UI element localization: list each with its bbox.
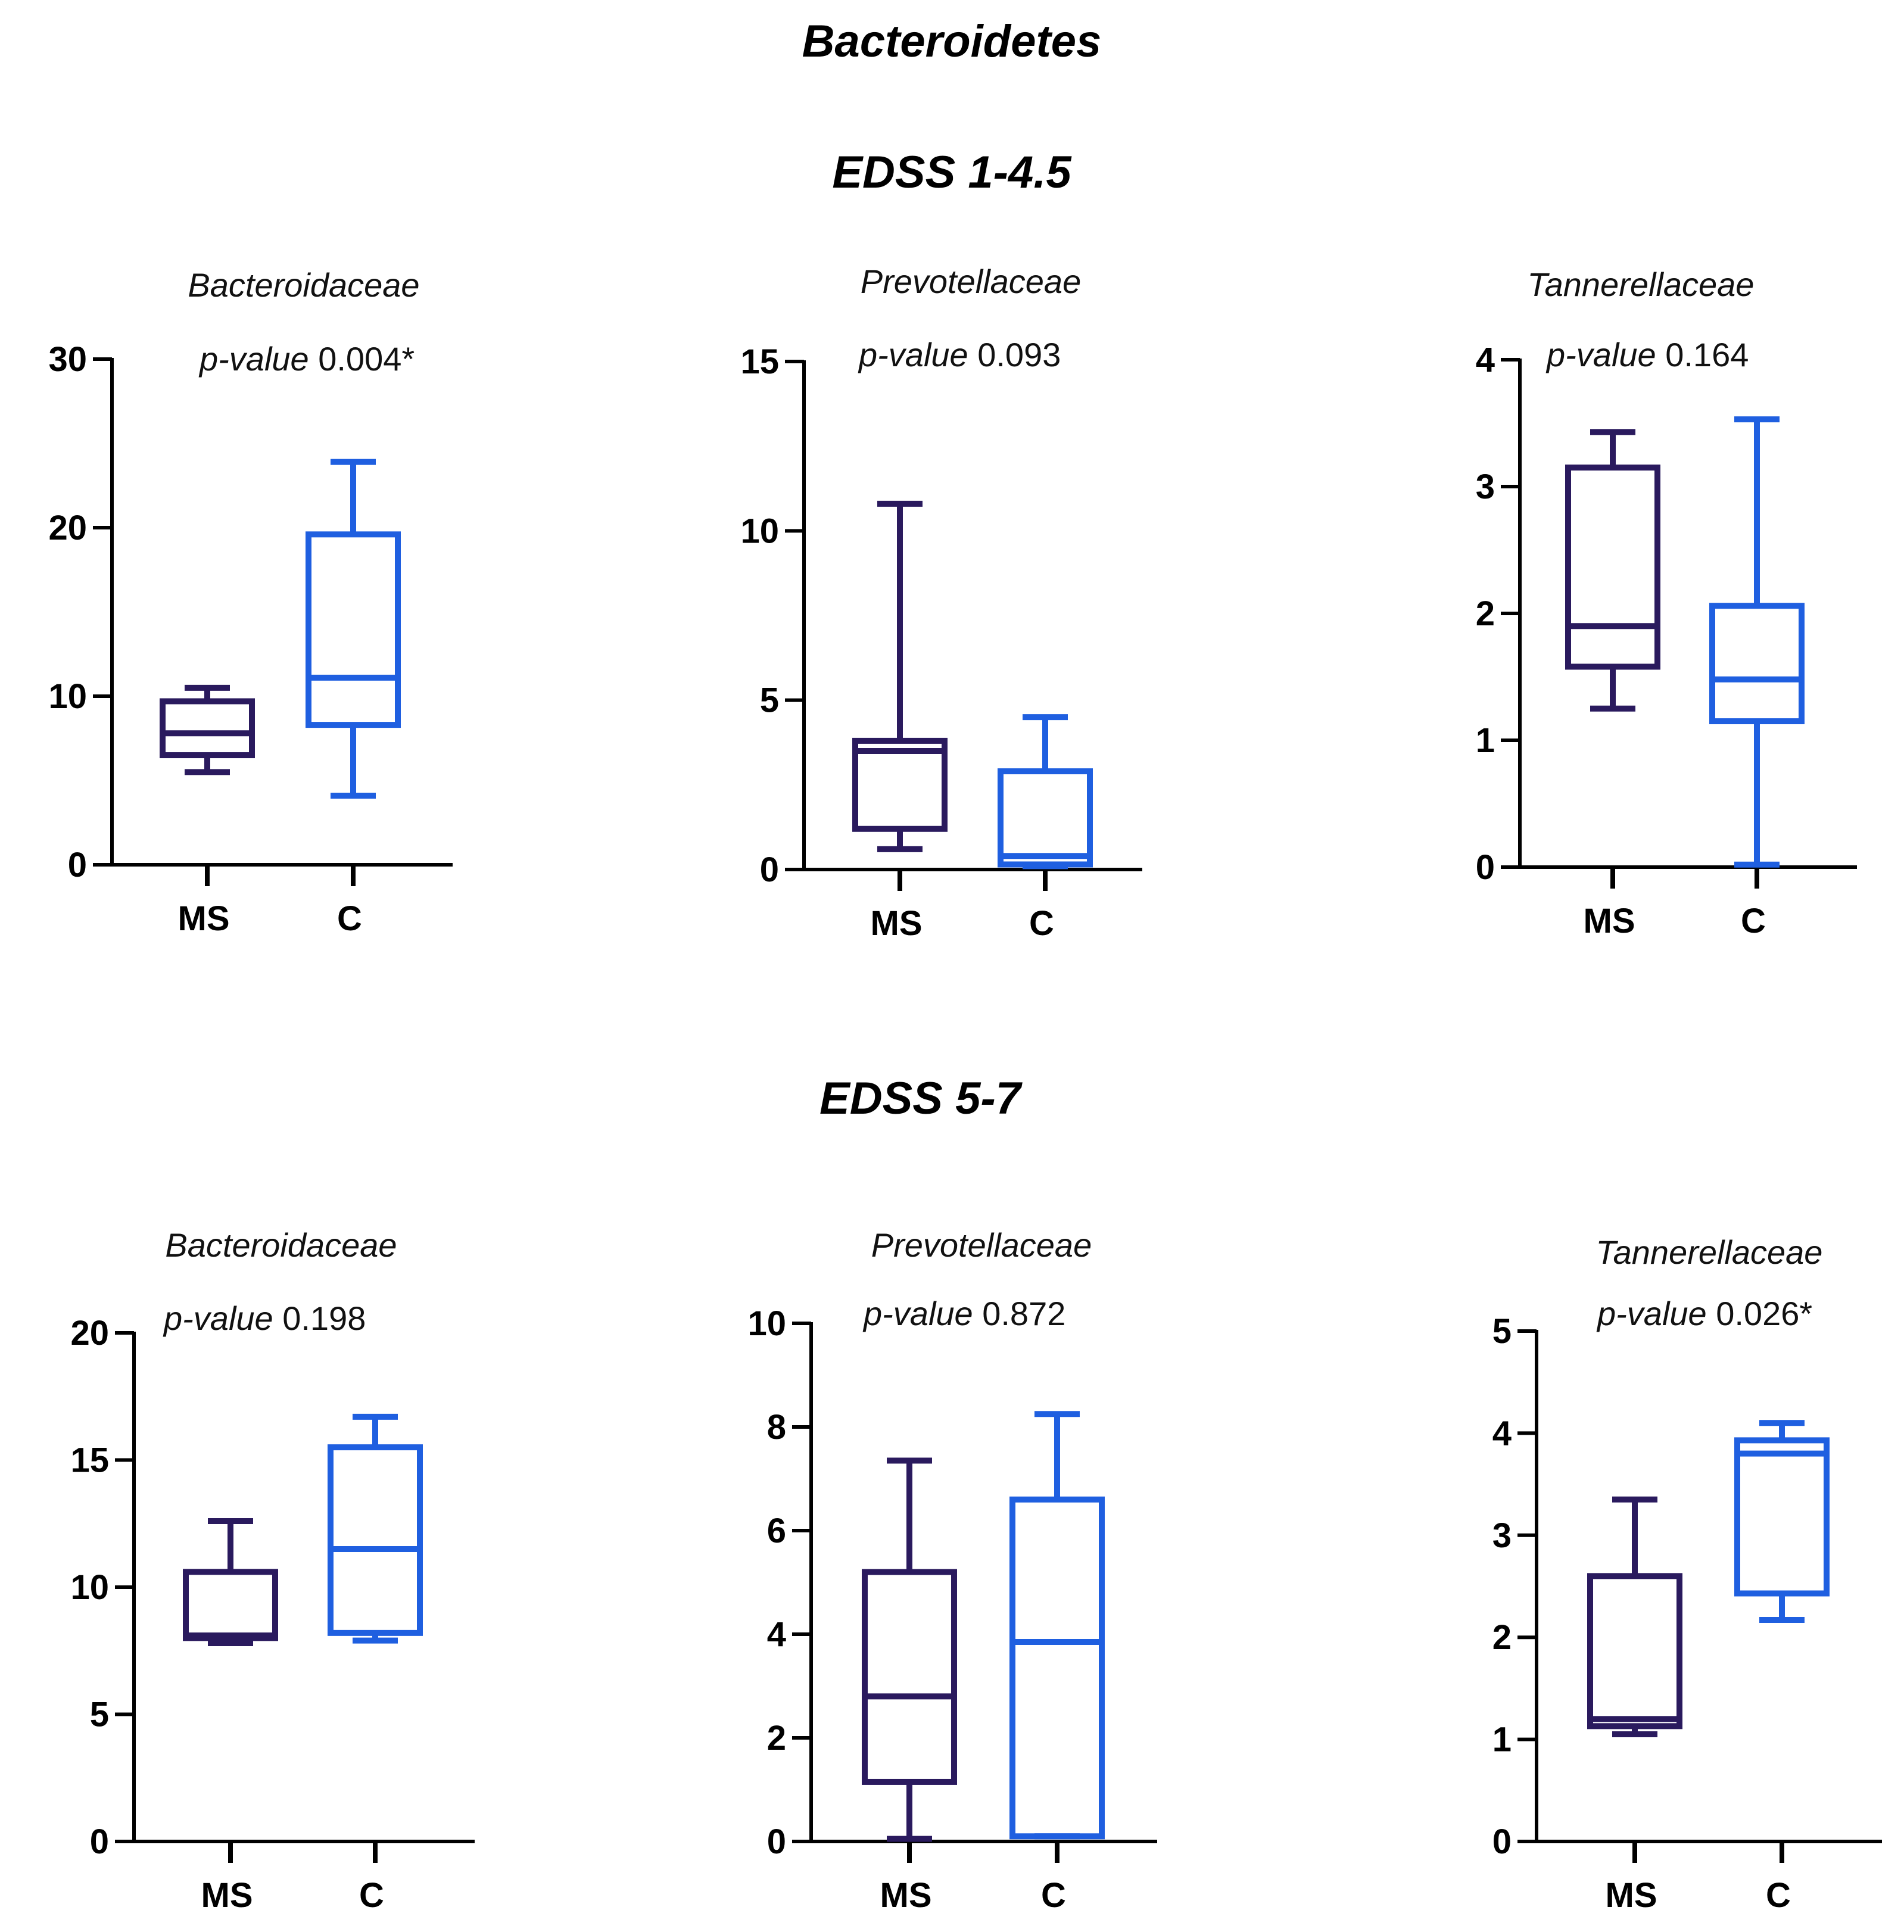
x-category-label-c: C — [1766, 1876, 1791, 1915]
y-tick-label: 0 — [767, 1822, 786, 1861]
y-tick-label: 3 — [1492, 1516, 1512, 1555]
y-tick-label: 30 — [48, 340, 87, 379]
iqr-box-ms — [1565, 465, 1660, 670]
y-tick-label: 0 — [68, 846, 87, 884]
p-value-number: 0.198 — [273, 1300, 366, 1337]
p-value-label: p-value — [1545, 336, 1656, 373]
iqr-box-ms — [1587, 1573, 1682, 1730]
y-tick-label: 5 — [760, 681, 779, 720]
panel-edss2-prevotellaceae: Prevotellaceae p-value 0.872 0 2 4 6 8 10 MS C — [747, 1226, 1157, 1915]
panel-title: Bacteroidaceae — [188, 266, 419, 304]
y-tick-label: 15 — [740, 342, 779, 381]
x-category-label-ms: MS — [880, 1876, 932, 1915]
x-category-label-c: C — [359, 1876, 384, 1915]
p-value-number: 0.026* — [1707, 1295, 1813, 1332]
x-category-label-c: C — [1029, 904, 1054, 943]
p-value-text: p-value 0.093 — [858, 336, 1061, 373]
y-tick-label: 2 — [767, 1719, 786, 1758]
iqr-box-c — [1709, 603, 1805, 725]
y-tick-label: 20 — [70, 1314, 109, 1353]
x-category-label-ms: MS — [178, 899, 230, 938]
iqr-box-c — [328, 1444, 423, 1636]
y-tick-label: 6 — [767, 1512, 786, 1550]
iqr-box-ms — [183, 1569, 278, 1641]
p-value-label: p-value — [1596, 1295, 1707, 1332]
x-category-label-ms: MS — [1584, 902, 1635, 940]
iqr-box-c — [306, 531, 401, 728]
y-tick-label: 0 — [760, 850, 779, 889]
section-title-edss-1-4-5: EDSS 1-4.5 — [832, 147, 1072, 198]
panel-title: Prevotellaceae — [861, 263, 1081, 300]
x-category-label-ms: MS — [201, 1876, 253, 1915]
panel-title: Bacteroidaceae — [165, 1226, 397, 1264]
p-value-label: p-value — [163, 1300, 273, 1337]
y-tick-label: 1 — [1476, 721, 1495, 760]
panel-edss1-tannerellaceae: Tannerellaceae p-value 0.164 0 1 2 3 4 MS C — [1476, 266, 1857, 940]
panel-edss2-tannerellaceae: Tannerellaceae p-value 0.026* 0 1 2 3 4 5 MS C — [1492, 1233, 1882, 1915]
y-tick-label: 3 — [1476, 468, 1495, 506]
p-value-label: p-value — [862, 1295, 973, 1332]
y-tick-label: 10 — [747, 1304, 786, 1343]
p-value-text: p-value 0.198 — [163, 1300, 366, 1337]
iqr-box-ms — [862, 1569, 957, 1785]
panel-edss2-bacteroidaceae: Bacteroidaceae p-value 0.198 0 5 10 15 20 MS C — [70, 1226, 475, 1915]
iqr-box-c — [998, 768, 1093, 868]
iqr-box-ms — [852, 737, 948, 832]
p-value-number: 0.093 — [968, 336, 1061, 373]
y-tick-label: 0 — [90, 1822, 109, 1861]
y-tick-label: 1 — [1492, 1721, 1512, 1759]
p-value-number: 0.004* — [309, 340, 415, 378]
y-tick-label: 20 — [48, 509, 87, 547]
y-tick-label: 0 — [1476, 848, 1495, 887]
panel-edss1-bacteroidaceae: Bacteroidaceae p-value 0.004* 0 10 20 30 MS C — [48, 266, 453, 938]
y-tick-label: 5 — [90, 1696, 109, 1734]
section-title-edss-5-7: EDSS 5-7 — [819, 1073, 1023, 1124]
panel-title: Tannerellaceae — [1596, 1233, 1823, 1271]
p-value-label: p-value — [858, 336, 968, 373]
figure-title: Bacteroidetes — [802, 16, 1102, 67]
panel-title: Tannerellaceae — [1528, 266, 1755, 303]
x-category-label-ms: MS — [871, 904, 923, 943]
p-value-number: 0.872 — [973, 1295, 1066, 1332]
x-category-label-c: C — [337, 899, 362, 938]
y-tick-label: 8 — [767, 1408, 786, 1447]
y-tick-label: 15 — [70, 1441, 109, 1480]
p-value-text: p-value 0.004* — [198, 340, 415, 378]
y-tick-label: 10 — [70, 1568, 109, 1607]
x-category-label-c: C — [1741, 902, 1766, 940]
p-value-label: p-value — [198, 340, 309, 378]
y-tick-label: 4 — [1492, 1414, 1512, 1453]
iqr-box-c — [1009, 1496, 1105, 1840]
y-tick-label: 10 — [48, 677, 87, 716]
y-tick-label: 10 — [740, 512, 779, 550]
y-tick-label: 0 — [1492, 1822, 1512, 1861]
y-tick-label: 4 — [767, 1615, 786, 1654]
y-tick-label: 4 — [1476, 341, 1495, 379]
p-value-text: p-value 0.026* — [1596, 1295, 1812, 1332]
panel-title: Prevotellaceae — [871, 1226, 1092, 1264]
p-value-number: 0.164 — [1656, 336, 1749, 373]
y-tick-label: 2 — [1476, 594, 1495, 633]
y-tick-label: 2 — [1492, 1618, 1512, 1657]
p-value-text: p-value 0.872 — [862, 1295, 1065, 1332]
iqr-box-ms — [160, 698, 255, 759]
iqr-box-c — [1734, 1437, 1830, 1597]
p-value-text: p-value 0.164 — [1545, 336, 1749, 373]
y-tick-label: 5 — [1492, 1312, 1512, 1351]
x-category-label-ms: MS — [1606, 1876, 1657, 1915]
x-category-label-c: C — [1041, 1876, 1066, 1915]
panel-edss1-prevotellaceae: Prevotellaceae p-value 0.093 0 5 10 15 MS C — [740, 263, 1142, 943]
